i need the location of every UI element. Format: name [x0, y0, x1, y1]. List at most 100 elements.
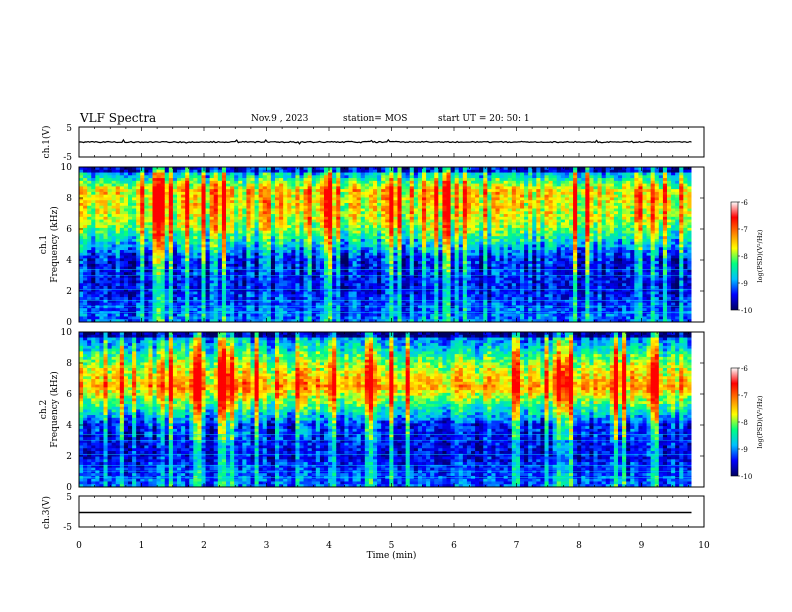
spectrogram-cell — [214, 250, 218, 253]
spectrogram-cell — [193, 303, 197, 306]
spectrogram-cell — [242, 220, 246, 223]
spectrogram-cell — [116, 261, 120, 264]
spectrogram-cell — [422, 280, 426, 283]
spectrogram-cell — [173, 178, 177, 181]
spectrogram-cell — [181, 200, 185, 203]
spectrogram-cell — [406, 308, 410, 311]
spectrogram-cell — [218, 305, 222, 308]
spectrogram-cell — [422, 261, 426, 264]
spectrogram-cell — [328, 220, 332, 223]
spectrogram-cell — [169, 253, 173, 256]
spectrogram-cell — [406, 181, 410, 184]
spectrogram-cell — [381, 173, 385, 176]
spectrogram-cell — [316, 206, 320, 209]
spectrogram-cell — [136, 222, 140, 225]
spectrogram-cell — [320, 280, 324, 283]
spectrogram-cell — [332, 278, 336, 281]
spectrogram-cell — [304, 173, 308, 176]
spectrogram-cell — [410, 272, 414, 275]
spectrogram-cell — [410, 253, 414, 256]
spectrogram-cell — [214, 192, 218, 195]
spectrogram-cell — [185, 280, 189, 283]
spectrogram-cell — [414, 294, 418, 297]
spectrogram-cell — [242, 245, 246, 248]
spectrogram-cell — [108, 170, 112, 173]
spectrogram-cell — [385, 297, 389, 300]
spectrogram-cell — [393, 189, 397, 192]
spectrogram-cell — [381, 278, 385, 281]
spectrogram-cell — [136, 220, 140, 223]
spectrogram-cell — [369, 200, 373, 203]
spectrogram-cell — [263, 305, 267, 308]
spectrogram-cell — [214, 209, 218, 212]
spectrogram-cell — [218, 242, 222, 245]
spectrogram-cell — [344, 189, 348, 192]
spectrogram-cell — [349, 233, 353, 236]
spectrogram-cell — [91, 236, 95, 239]
spectrogram-cell — [161, 283, 165, 286]
spectrogram-cell — [108, 203, 112, 206]
spectrogram-cell — [414, 278, 418, 281]
spectrogram-cell — [104, 294, 108, 297]
spectrogram-cell — [202, 233, 206, 236]
spectrogram-cell — [230, 303, 234, 306]
spectrogram-cell — [430, 236, 434, 239]
spectrogram-cell — [132, 272, 136, 275]
spectrogram-cell — [316, 280, 320, 283]
spectrogram-cell — [361, 200, 365, 203]
spectrogram-cell — [222, 222, 226, 225]
spectrogram-cell — [349, 278, 353, 281]
spectrogram-cell — [349, 247, 353, 250]
spectrogram-cell — [381, 305, 385, 308]
spectrogram-cell — [267, 189, 271, 192]
spectrogram-cell — [373, 303, 377, 306]
spectrogram-cell — [120, 217, 124, 220]
spectrogram-cell — [402, 197, 406, 200]
spectrogram-cell — [104, 222, 108, 225]
spectrogram-cell — [161, 256, 165, 259]
spectrogram-cell — [336, 231, 340, 234]
spectrogram-cell — [402, 247, 406, 250]
spectrogram-cell — [402, 258, 406, 261]
spectrogram-cell — [300, 272, 304, 275]
spectrogram-cell — [79, 222, 83, 225]
spectrogram-cell — [398, 261, 402, 264]
spectrogram-cell — [426, 206, 430, 209]
spectrogram-cell — [426, 189, 430, 192]
spectrogram-cell — [242, 181, 246, 184]
spectrogram-cell — [238, 175, 242, 178]
spectrogram-cell — [148, 297, 152, 300]
spectrogram-cell — [185, 197, 189, 200]
spectrogram-cell — [357, 236, 361, 239]
spectrogram-cell — [185, 170, 189, 173]
spectrogram-cell — [410, 209, 414, 212]
spectrogram-cell — [120, 261, 124, 264]
spectrogram-cell — [283, 280, 287, 283]
spectrogram-cell — [414, 239, 418, 242]
spectrogram-cell — [373, 294, 377, 297]
spectrogram-cell — [161, 297, 165, 300]
spectrogram-cell — [177, 264, 181, 267]
spectrogram-cell — [287, 173, 291, 176]
spectrogram-cell — [189, 189, 193, 192]
spectrogram-cell — [418, 173, 422, 176]
spectrogram-cell — [210, 231, 214, 234]
spectrogram-cell — [398, 286, 402, 289]
spectrogram-cell — [385, 292, 389, 295]
spectrogram-cell — [422, 308, 426, 311]
spectrogram-cell — [181, 236, 185, 239]
spectrogram-cell — [83, 173, 87, 176]
spectrogram-cell — [361, 272, 365, 275]
spectrogram-cell — [185, 269, 189, 272]
spectrogram-cell — [291, 197, 295, 200]
spectrogram-cell — [410, 294, 414, 297]
spectrogram-cell — [177, 214, 181, 217]
spectrogram-cell — [206, 280, 210, 283]
spectrogram-cell — [361, 197, 365, 200]
spectrogram-cell — [161, 258, 165, 261]
spectrogram-cell — [197, 189, 201, 192]
spectrogram-cell — [410, 245, 414, 248]
spectrogram-cell — [369, 189, 373, 192]
spectrogram-cell — [112, 297, 116, 300]
spectrogram-cell — [193, 175, 197, 178]
